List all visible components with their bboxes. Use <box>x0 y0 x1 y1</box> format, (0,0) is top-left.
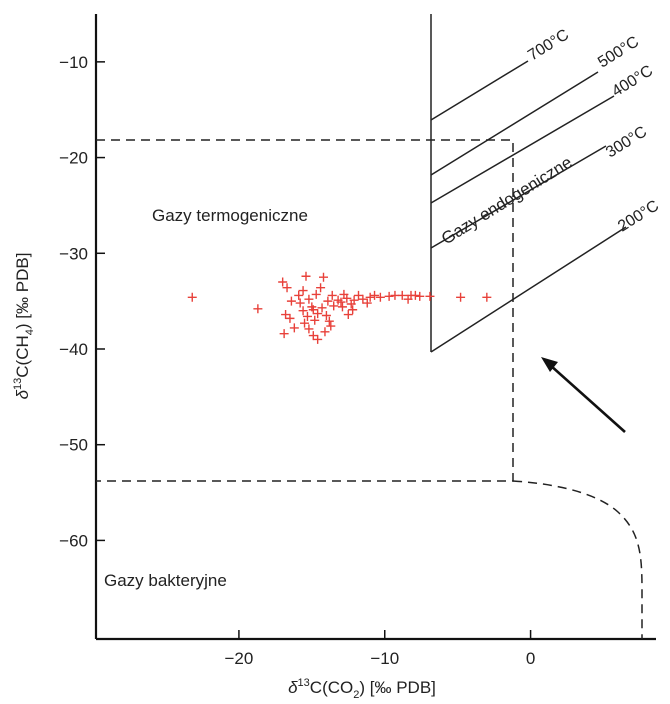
axis-ticks: −20 −10 0 −10 −20 −30 −40 −50 −60 <box>59 53 535 668</box>
data-point <box>342 293 352 303</box>
data-point <box>425 291 435 301</box>
y-axis-title: δ13C(CH4) [‰ PDB] <box>12 253 36 400</box>
data-point <box>301 271 311 281</box>
data-point <box>304 324 314 334</box>
data-point <box>304 294 314 304</box>
data-point <box>295 298 305 308</box>
data-point <box>316 283 326 293</box>
y-tick-label: −20 <box>59 149 88 168</box>
data-point <box>348 305 358 315</box>
endogenic-region: 700°C 500°C 400°C 300°C 200°C Gazy endog… <box>430 14 662 353</box>
x-tick-label: 0 <box>526 649 535 668</box>
y-tick-label: −50 <box>59 436 88 455</box>
data-point <box>323 296 333 306</box>
data-point <box>397 290 407 300</box>
data-point <box>362 298 372 308</box>
data-point <box>370 290 380 300</box>
data-point <box>278 277 288 287</box>
data-point <box>298 306 308 316</box>
data-point <box>298 286 308 296</box>
bacterial-label: Gazy bakteryjne <box>104 571 227 590</box>
isotherm-line-200 <box>430 226 627 353</box>
data-point <box>279 329 289 339</box>
data-point <box>384 291 394 301</box>
data-point <box>410 290 420 300</box>
data-point <box>308 305 318 315</box>
data-point <box>346 299 356 309</box>
y-tick-label: −30 <box>59 244 88 263</box>
data-point <box>311 289 321 299</box>
x-axis-title: δ13C(CO2) [‰ PDB] <box>288 677 436 701</box>
data-point <box>281 310 291 320</box>
data-point <box>313 334 323 344</box>
trend-arrow <box>541 357 626 433</box>
isotherm-label-500: 500°C <box>595 33 642 71</box>
endogenic-label: Gazy endogeniczne <box>438 153 576 249</box>
data-point <box>319 272 328 282</box>
data-point <box>317 303 327 313</box>
data-point <box>313 309 323 319</box>
data-point <box>187 292 197 302</box>
data-point <box>337 302 347 312</box>
data-point <box>482 292 492 302</box>
data-point <box>302 311 312 321</box>
data-point <box>365 292 375 302</box>
data-point <box>324 316 334 326</box>
data-point <box>253 304 263 314</box>
thermogenic-region-boundary <box>96 139 514 482</box>
data-point <box>308 331 318 341</box>
data-point <box>327 290 337 300</box>
isotherm-line-400 <box>430 95 615 204</box>
isotherm-label-300: 300°C <box>603 123 650 161</box>
data-point <box>320 327 330 337</box>
isotherm-label-400: 400°C <box>609 62 656 100</box>
y-tick-label: −60 <box>59 531 88 550</box>
bacterial-region-boundary <box>512 480 643 639</box>
data-point <box>329 301 339 311</box>
data-points <box>187 271 492 344</box>
data-point <box>282 283 292 293</box>
data-point <box>343 310 353 320</box>
data-point <box>358 294 368 304</box>
data-point <box>415 291 425 301</box>
data-point <box>286 296 296 306</box>
data-point <box>321 310 331 320</box>
data-point <box>294 290 304 300</box>
isotherm-line-500 <box>430 71 599 176</box>
isotherm-label-200: 200°C <box>615 197 662 235</box>
x-tick-label: −10 <box>370 649 399 668</box>
data-point <box>456 292 466 302</box>
data-point <box>326 321 336 331</box>
isotherm-label-700: 700°C <box>525 26 572 64</box>
x-tick-label: −20 <box>224 649 253 668</box>
isotherm-line-300 <box>430 145 607 249</box>
y-tick-label: −40 <box>59 340 88 359</box>
y-tick-label: −10 <box>59 53 88 72</box>
data-point <box>336 297 346 307</box>
data-point <box>300 318 310 328</box>
data-point <box>289 323 299 333</box>
data-point <box>285 313 295 323</box>
data-point <box>310 315 320 325</box>
data-point <box>354 290 363 300</box>
data-point <box>375 292 385 302</box>
isotherm-line-700 <box>430 60 529 121</box>
thermogenic-label: Gazy termogeniczne <box>152 206 308 225</box>
